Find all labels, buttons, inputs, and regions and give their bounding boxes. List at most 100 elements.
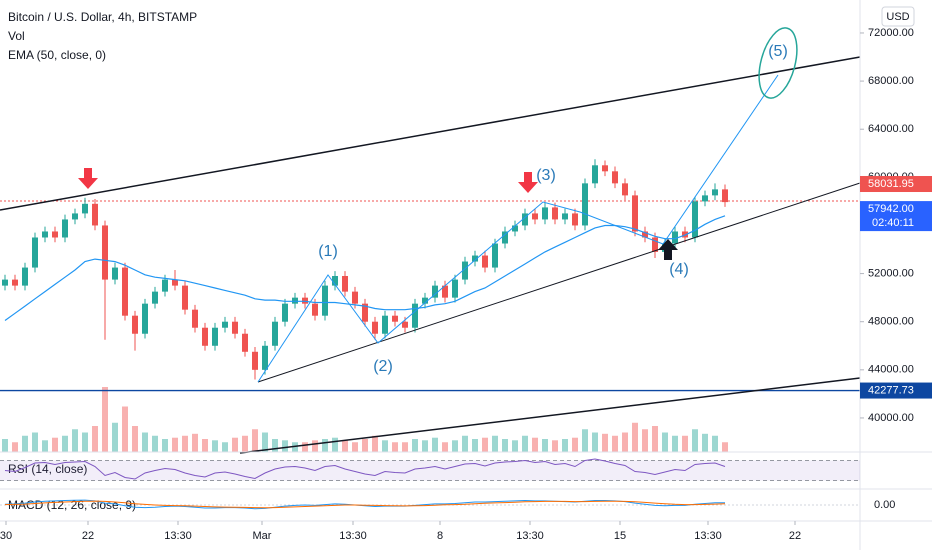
candle-body [32, 237, 38, 268]
y-tick-label: 64000.00 [868, 123, 914, 135]
volume-bar [542, 439, 548, 452]
volume-bar [412, 439, 418, 452]
ema-line [4, 215, 726, 321]
candle-body [672, 231, 678, 244]
volume-bar [52, 437, 58, 452]
volume-bar [592, 432, 598, 452]
volume-bar [122, 406, 128, 452]
candle-body [552, 207, 558, 220]
volume-label: Vol [8, 29, 25, 43]
volume-bar [692, 429, 698, 452]
candle-body [362, 303, 368, 322]
volume-bar [432, 437, 438, 452]
volume-bar [362, 439, 368, 452]
volume-bar [12, 442, 18, 452]
volume-bar [272, 439, 278, 452]
candle-body [492, 243, 498, 268]
price-tag-label: 42277.73 [868, 384, 914, 396]
arrow-down [518, 172, 538, 193]
volume-bar [152, 435, 158, 452]
x-tick-label: 13:30 [164, 530, 192, 542]
candle-body [272, 321, 278, 346]
volume-bar [472, 439, 478, 452]
wave-label: (1) [318, 243, 338, 260]
volume-bar [112, 422, 118, 452]
volume-bar [62, 435, 68, 452]
volume-bar [182, 435, 188, 452]
volume-bar [712, 435, 718, 452]
candle-body [62, 219, 68, 238]
price-tag [860, 176, 932, 193]
candle-body [302, 297, 308, 304]
candle-body [252, 351, 258, 370]
volume-bar [562, 439, 568, 452]
candle-body [652, 237, 658, 252]
candle-body [402, 321, 408, 328]
candle-body [382, 315, 388, 334]
y-tick-label: 52000.00 [868, 267, 914, 279]
trendline [257, 182, 861, 383]
candle-body [432, 285, 438, 298]
chart-title: Bitcoin / U.S. Dollar, 4h, BITSTAMP [8, 10, 197, 24]
candle-body [82, 203, 88, 214]
volume-bar [332, 437, 338, 452]
candle-body [22, 267, 28, 286]
volume-bar [222, 442, 228, 452]
candle-body [442, 285, 448, 298]
candle-body [152, 291, 158, 304]
currency[interactable]: USD [886, 11, 909, 23]
volume-bar [552, 440, 558, 452]
volume-bar [242, 435, 248, 452]
candle-body [182, 285, 188, 310]
candle-body [632, 195, 638, 232]
volume-bar [572, 437, 578, 452]
rsi-band [0, 460, 860, 481]
volume-bar [502, 439, 508, 452]
candle-body [242, 333, 248, 352]
price-tag [860, 201, 932, 232]
candle-body [292, 297, 298, 304]
y-tick-label: 68000.00 [868, 75, 914, 87]
candle-body [712, 189, 718, 196]
candle-body [162, 279, 168, 292]
candle-body [502, 231, 508, 244]
macd-line [4, 499, 725, 510]
wave-label: (5) [768, 43, 788, 60]
trendline [239, 377, 861, 454]
volume-bar [482, 437, 488, 452]
volume-bar [652, 426, 658, 452]
candle-body [352, 291, 358, 304]
candle-body [692, 201, 698, 238]
volume-bar [72, 429, 78, 452]
candle-body [612, 171, 618, 184]
candle-body [562, 213, 568, 220]
candle-body [112, 267, 118, 280]
volume-bar [232, 437, 238, 452]
volume-bar [192, 433, 198, 452]
rsi-label: RSI (14, close) [8, 462, 87, 476]
volume-bar [132, 426, 138, 452]
countdown: 02:40:11 [872, 217, 914, 229]
volume-bar [642, 429, 648, 452]
price-tag-label: 58031.95 [868, 178, 914, 190]
volume-bar [302, 442, 308, 452]
volume-bar [322, 439, 328, 452]
x-tick-label: 13:30 [339, 530, 367, 542]
volume-bar [172, 437, 178, 452]
currency-box[interactable] [881, 6, 915, 27]
volume-bar [212, 440, 218, 452]
volume-bar [462, 435, 468, 452]
volume-bar [102, 387, 108, 452]
candle-body [372, 321, 378, 334]
volume-bar [142, 432, 148, 452]
candle-body [512, 225, 518, 232]
candle-body [602, 165, 608, 172]
volume-bar [452, 440, 458, 452]
candle-body [482, 255, 488, 268]
candle-body [262, 345, 268, 370]
volume-bar [372, 435, 378, 452]
ema-label: EMA (50, close, 0) [8, 48, 106, 62]
volume-bar [262, 432, 268, 452]
y-tick-label: 40000.00 [868, 412, 914, 424]
